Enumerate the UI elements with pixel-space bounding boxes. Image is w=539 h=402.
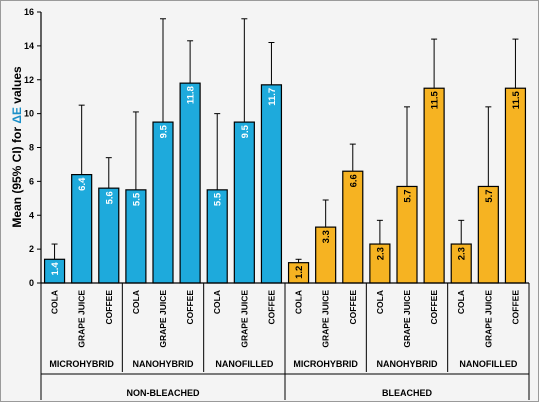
category-label: GRAPE JUICE xyxy=(158,290,168,348)
data-label: 9.5 xyxy=(240,124,251,138)
category-label: GRAPE JUICE xyxy=(239,290,249,348)
category-label: GRAPE JUICE xyxy=(321,290,331,348)
data-label: 11.5 xyxy=(430,91,441,110)
data-label: 11.5 xyxy=(511,91,522,110)
y-tick-label: 4 xyxy=(29,210,34,220)
sub-group-label: NANOHYBRID xyxy=(132,359,194,369)
data-label: 2.3 xyxy=(375,247,386,260)
sub-group-label: MICROHYBRID xyxy=(293,359,358,369)
data-label: 1.2 xyxy=(294,266,305,279)
category-label: COFFEE xyxy=(104,290,114,325)
y-tick-label: 6 xyxy=(29,176,34,186)
y-tick-label: 14 xyxy=(24,41,34,51)
category-label: COLA xyxy=(131,290,141,314)
category-label: COFFEE xyxy=(348,290,358,325)
category-label: COLA xyxy=(212,290,222,314)
data-label: 11.8 xyxy=(186,86,197,104)
data-label: 5.7 xyxy=(403,189,414,202)
data-label: 6.6 xyxy=(348,174,359,187)
y-tick-label: 12 xyxy=(24,75,34,85)
y-tick-label: 10 xyxy=(24,109,34,119)
category-label: COFFEE xyxy=(429,290,439,325)
category-label: COLA xyxy=(375,290,385,314)
data-label: 5.5 xyxy=(131,192,142,206)
bar xyxy=(152,121,174,284)
category-label: COLA xyxy=(456,290,466,314)
y-tick-label: 8 xyxy=(29,143,34,153)
data-label: 5.6 xyxy=(104,191,115,204)
data-label: 2.3 xyxy=(457,247,468,260)
category-label: GRAPE JUICE xyxy=(77,290,87,348)
data-label: 5.7 xyxy=(484,189,495,202)
category-label: COFFEE xyxy=(185,290,195,325)
data-label: 3.3 xyxy=(321,230,332,243)
bar xyxy=(179,82,201,284)
category-label: COLA xyxy=(294,290,304,314)
top-group-label: BLEACHED xyxy=(382,388,433,398)
bar xyxy=(504,87,527,284)
bar xyxy=(233,121,255,284)
category-label: GRAPE JUICE xyxy=(483,290,493,348)
data-label: 6.4 xyxy=(77,177,88,191)
sub-group-label: NANOHYBRID xyxy=(376,359,438,369)
data-label: 11.7 xyxy=(267,88,278,106)
data-label: 5.5 xyxy=(213,192,224,206)
category-label: COFFEE xyxy=(510,290,520,325)
bar xyxy=(260,84,283,284)
y-tick-label: 2 xyxy=(29,244,34,254)
sub-group-label: MICROHYBRID xyxy=(49,359,114,369)
category-label: COLA xyxy=(50,290,60,314)
data-label: 9.5 xyxy=(159,124,170,138)
sub-group-label: NANOFILLED xyxy=(215,359,273,369)
category-label: COFFEE xyxy=(266,290,276,325)
y-tick-label: 16 xyxy=(24,7,34,17)
top-group-label: NON-BLEACHED xyxy=(127,388,200,398)
sub-group-label: NANOFILLED xyxy=(459,359,517,369)
category-label: GRAPE JUICE xyxy=(402,290,412,348)
data-label: 1.4 xyxy=(50,262,61,276)
bar xyxy=(423,87,445,284)
y-axis-label: Mean (95% CI) for ΔE values xyxy=(10,66,24,228)
y-tick-label: 0 xyxy=(29,278,34,288)
